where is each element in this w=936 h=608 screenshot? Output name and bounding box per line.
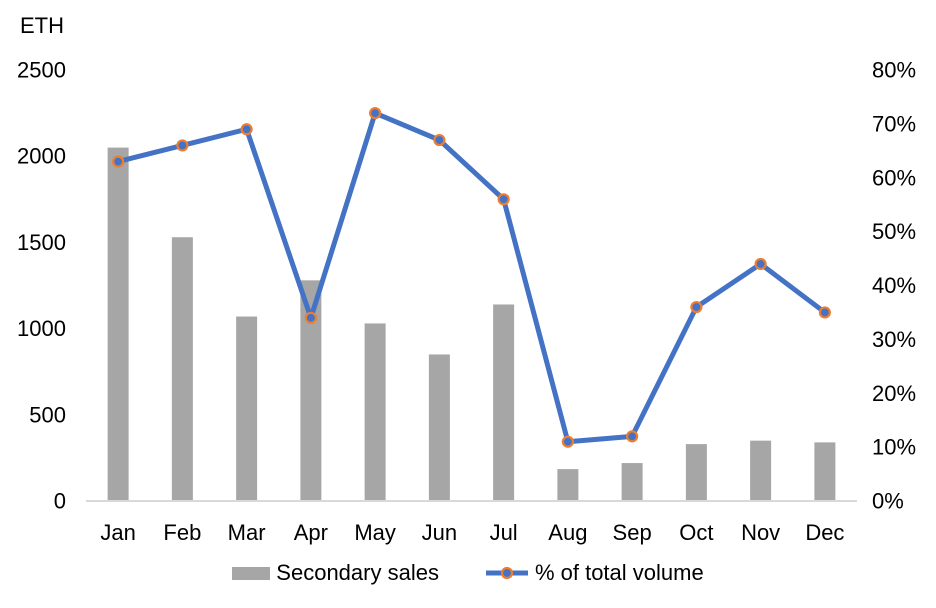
left-axis-tick-0: 0 xyxy=(54,489,66,514)
percent-volume-line xyxy=(115,110,828,445)
left-axis-tick-2000: 2000 xyxy=(17,144,66,169)
x-axis-label-Jan: Jan xyxy=(100,520,135,545)
bar-Oct xyxy=(685,444,707,501)
bar-Jan xyxy=(107,147,129,501)
right-axis-tick-0%: 0% xyxy=(872,489,904,514)
bar-Jun xyxy=(428,354,450,501)
legend-item-secondary-sales: Secondary sales xyxy=(232,560,439,586)
left-axis-tick-1000: 1000 xyxy=(17,316,66,341)
line-marker-May xyxy=(369,106,382,120)
x-axis-label-Mar: Mar xyxy=(228,520,266,545)
bar-Apr xyxy=(300,280,322,501)
legend-label-secondary-sales: Secondary sales xyxy=(276,560,439,585)
x-axis-label-Apr: Apr xyxy=(294,520,328,545)
x-axis-label-Oct: Oct xyxy=(679,520,713,545)
bar-Aug xyxy=(557,469,579,501)
line-marker-Jul xyxy=(497,193,510,206)
bar-Jul xyxy=(493,304,515,501)
bar-legend-swatch-icon xyxy=(232,566,271,580)
x-axis-label-Aug: Aug xyxy=(548,520,587,545)
left-axis-tick-500: 500 xyxy=(29,402,66,427)
line-marker-Jun xyxy=(433,133,446,147)
bar-Sep xyxy=(621,463,643,501)
line-legend-marker-icon xyxy=(485,566,528,580)
line-marker-Jan xyxy=(112,155,125,168)
left-axis-title: ETH xyxy=(20,13,64,38)
x-axis-label-Sep: Sep xyxy=(613,520,652,545)
right-axis-tick-20%: 20% xyxy=(872,381,916,406)
line-marker-Oct xyxy=(690,300,703,314)
right-axis-tick-50%: 50% xyxy=(872,219,916,244)
line-marker-Nov xyxy=(754,257,767,271)
legend: Secondary sales % of total volume xyxy=(0,558,936,588)
bar-Nov xyxy=(750,440,772,501)
x-axis-label-Feb: Feb xyxy=(163,520,201,545)
line-marker-Aug xyxy=(561,435,574,448)
left-axis-tick-2500: 2500 xyxy=(17,58,66,83)
right-axis-tick-80%: 80% xyxy=(872,58,916,83)
right-axis-tick-60%: 60% xyxy=(872,165,916,190)
bar-Feb xyxy=(171,237,193,501)
x-axis-label-Dec: Dec xyxy=(805,520,844,545)
line-marker-Mar xyxy=(240,123,253,136)
bar-Dec xyxy=(814,442,836,501)
x-axis-label-Jun: Jun xyxy=(422,520,457,545)
x-axis-label-Jul: Jul xyxy=(490,520,518,545)
line-marker-Apr xyxy=(304,311,317,324)
bar-Mar xyxy=(236,316,258,501)
legend-label-percent-volume: % of total volume xyxy=(534,560,704,585)
bar-May xyxy=(364,323,386,501)
line-marker-Sep xyxy=(626,430,639,443)
right-axis-tick-10%: 10% xyxy=(872,435,916,460)
line-marker-Dec xyxy=(818,306,831,319)
legend-item-percent-volume: % of total volume xyxy=(485,560,704,586)
x-axis-label-May: May xyxy=(354,520,396,545)
x-axis-label-Nov: Nov xyxy=(741,520,780,545)
right-axis-tick-30%: 30% xyxy=(872,327,916,352)
right-axis-tick-70%: 70% xyxy=(872,111,916,136)
line-marker-Feb xyxy=(176,139,189,152)
left-axis-tick-1500: 1500 xyxy=(17,230,66,255)
right-axis-tick-40%: 40% xyxy=(872,273,916,298)
